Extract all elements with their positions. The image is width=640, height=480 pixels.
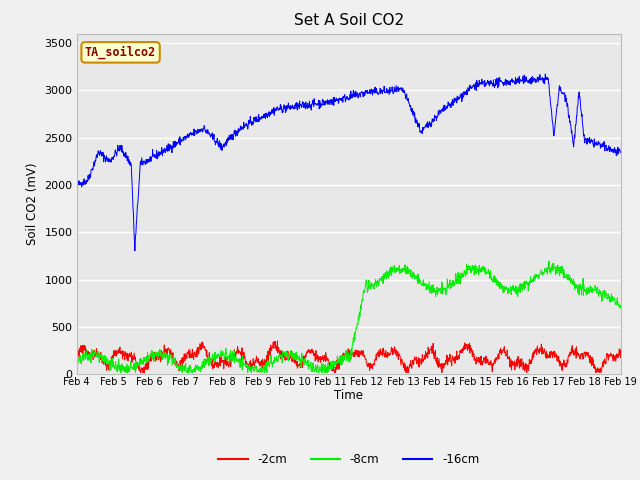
Text: TA_soilco2: TA_soilco2 [85, 46, 156, 59]
Y-axis label: Soil CO2 (mV): Soil CO2 (mV) [26, 163, 39, 245]
Legend: -2cm, -8cm, -16cm: -2cm, -8cm, -16cm [214, 448, 484, 471]
Title: Set A Soil CO2: Set A Soil CO2 [294, 13, 404, 28]
X-axis label: Time: Time [334, 389, 364, 402]
